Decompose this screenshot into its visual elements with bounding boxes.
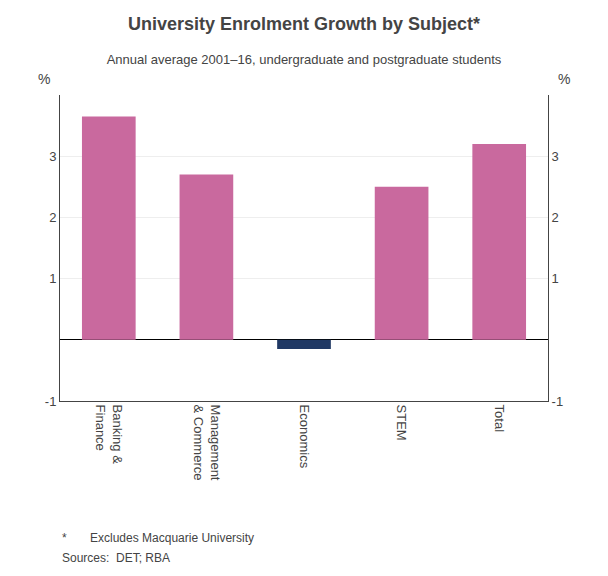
svg-text:Sources: DET; RBA: Sources: DET; RBA — [62, 551, 170, 565]
svg-text:* Excludes Macquarie Uni: * Excludes Macquarie University — [62, 531, 254, 545]
svg-text:Annual average 2001–16, underg: Annual average 2001–16, undergraduate an… — [107, 52, 502, 67]
svg-text:Banking &Finance: Banking &Finance — [93, 405, 125, 465]
svg-text:-1: -1 — [45, 394, 57, 409]
svg-text:Economics: Economics — [297, 405, 312, 469]
svg-text:1: 1 — [49, 271, 56, 286]
svg-text:3: 3 — [49, 149, 56, 164]
svg-text:University Enrolment Growth by: University Enrolment Growth by Subject* — [128, 14, 480, 34]
svg-text:STEM: STEM — [394, 405, 409, 441]
svg-text:2: 2 — [552, 210, 559, 225]
svg-text:%: % — [38, 71, 50, 87]
svg-text:%: % — [558, 71, 570, 87]
svg-text:Management& Commerce: Management& Commerce — [191, 405, 223, 481]
svg-text:-1: -1 — [552, 394, 564, 409]
svg-text:1: 1 — [552, 271, 559, 286]
svg-text:Total: Total — [492, 405, 507, 433]
svg-text:3: 3 — [552, 149, 559, 164]
svg-text:2: 2 — [49, 210, 56, 225]
